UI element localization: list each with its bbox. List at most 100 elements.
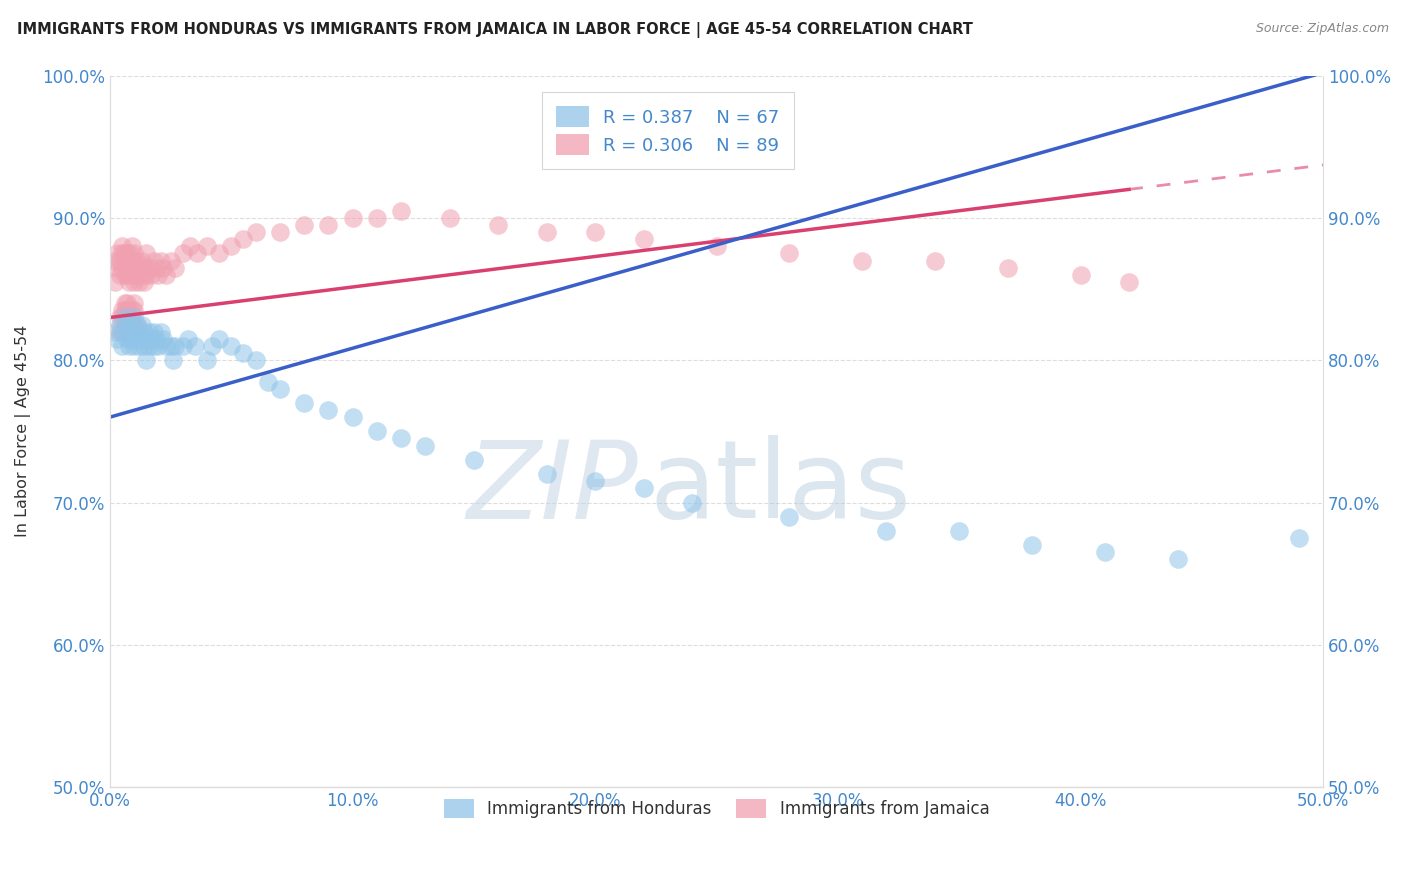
Point xyxy=(122,339,145,353)
Point xyxy=(269,225,291,239)
Point xyxy=(155,339,177,353)
Point xyxy=(148,339,170,353)
Point xyxy=(114,296,136,310)
Point xyxy=(122,325,145,339)
Point xyxy=(115,332,138,346)
Point xyxy=(122,275,145,289)
Point xyxy=(172,339,194,353)
Point xyxy=(131,268,153,282)
Point xyxy=(924,253,946,268)
Point xyxy=(114,310,136,325)
Point xyxy=(172,246,194,260)
Point xyxy=(114,303,136,318)
Point xyxy=(132,260,155,275)
Point xyxy=(115,318,138,332)
Point xyxy=(318,403,340,417)
Point xyxy=(114,253,136,268)
Point xyxy=(122,260,145,275)
Point xyxy=(132,325,155,339)
Point xyxy=(111,303,134,318)
Point xyxy=(142,325,165,339)
Point xyxy=(536,225,558,239)
Text: IMMIGRANTS FROM HONDURAS VS IMMIGRANTS FROM JAMAICA IN LABOR FORCE | AGE 45-54 C: IMMIGRANTS FROM HONDURAS VS IMMIGRANTS F… xyxy=(17,22,973,38)
Point xyxy=(115,318,138,332)
Text: ZIP: ZIP xyxy=(465,436,638,541)
Point xyxy=(159,253,181,268)
Point xyxy=(121,268,143,282)
Point xyxy=(145,332,167,346)
Point xyxy=(128,260,150,275)
Point xyxy=(108,325,131,339)
Point xyxy=(122,296,145,310)
Point xyxy=(851,253,873,268)
Point xyxy=(1288,531,1310,545)
Point xyxy=(104,275,127,289)
Point xyxy=(125,253,148,268)
Point xyxy=(105,260,128,275)
Point xyxy=(463,452,485,467)
Point xyxy=(141,332,163,346)
Point xyxy=(131,332,153,346)
Point xyxy=(142,339,165,353)
Point xyxy=(152,260,174,275)
Point xyxy=(1118,275,1140,289)
Point xyxy=(114,268,136,282)
Text: atlas: atlas xyxy=(650,435,912,541)
Point xyxy=(195,353,218,368)
Point xyxy=(342,410,364,425)
Point xyxy=(138,260,160,275)
Point xyxy=(142,253,165,268)
Point xyxy=(115,246,138,260)
Point xyxy=(1167,552,1189,566)
Point xyxy=(125,332,148,346)
Point xyxy=(122,246,145,260)
Point xyxy=(135,353,157,368)
Point xyxy=(778,509,800,524)
Point xyxy=(292,396,315,410)
Point xyxy=(633,481,655,495)
Point xyxy=(104,325,127,339)
Point xyxy=(208,246,231,260)
Point xyxy=(108,253,131,268)
Point xyxy=(105,332,128,346)
Point xyxy=(125,268,148,282)
Point xyxy=(128,325,150,339)
Point xyxy=(108,310,131,325)
Text: Source: ZipAtlas.com: Source: ZipAtlas.com xyxy=(1256,22,1389,36)
Point xyxy=(318,218,340,232)
Point xyxy=(389,432,412,446)
Point xyxy=(118,246,141,260)
Point xyxy=(121,239,143,253)
Point xyxy=(245,225,267,239)
Point xyxy=(232,346,254,360)
Point xyxy=(778,246,800,260)
Point xyxy=(201,339,224,353)
Legend: Immigrants from Honduras, Immigrants from Jamaica: Immigrants from Honduras, Immigrants fro… xyxy=(437,792,995,825)
Point xyxy=(159,339,181,353)
Point xyxy=(118,318,141,332)
Point xyxy=(292,218,315,232)
Point xyxy=(111,325,134,339)
Point xyxy=(114,246,136,260)
Point xyxy=(681,495,703,509)
Point xyxy=(125,318,148,332)
Point xyxy=(138,339,160,353)
Point xyxy=(125,318,148,332)
Point xyxy=(536,467,558,481)
Point xyxy=(342,211,364,225)
Point xyxy=(122,318,145,332)
Y-axis label: In Labor Force | Age 45-54: In Labor Force | Age 45-54 xyxy=(15,326,31,538)
Point xyxy=(269,382,291,396)
Point xyxy=(179,239,201,253)
Point xyxy=(105,246,128,260)
Point xyxy=(1094,545,1116,559)
Point xyxy=(232,232,254,246)
Point xyxy=(184,339,207,353)
Point xyxy=(583,474,606,488)
Point xyxy=(132,339,155,353)
Point xyxy=(108,268,131,282)
Point xyxy=(115,296,138,310)
Point xyxy=(195,239,218,253)
Point xyxy=(138,325,160,339)
Point xyxy=(111,246,134,260)
